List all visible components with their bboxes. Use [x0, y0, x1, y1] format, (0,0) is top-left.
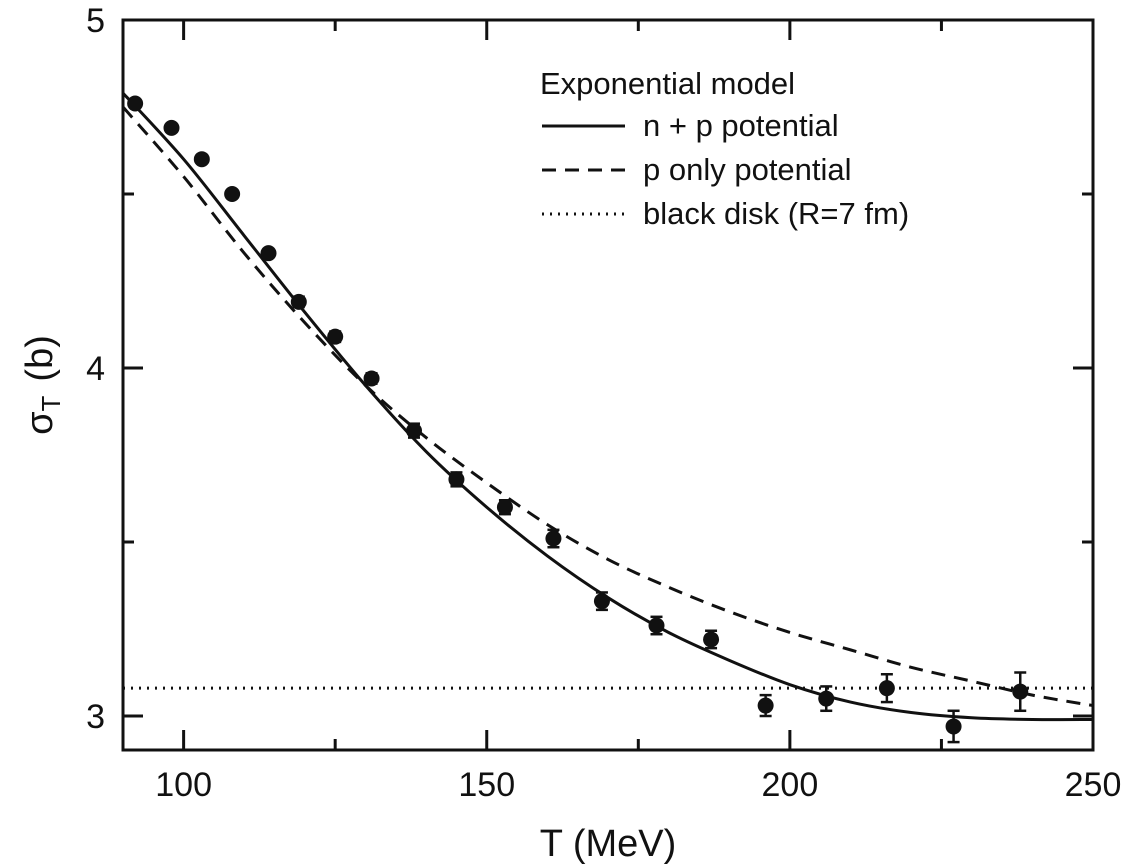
tick-labels: 100 150 200 250 3 4 5: [86, 2, 1121, 804]
y-tick-label: 3: [86, 698, 105, 736]
data-point: [291, 294, 307, 310]
data-point: [545, 531, 561, 547]
data-point: [224, 186, 240, 202]
legend-entry-black-disk: black disk (R=7 fm): [643, 196, 909, 231]
x-tick-label: 150: [458, 766, 515, 804]
p-only-potential-curve: [123, 107, 1093, 706]
y-axis-symbol: σ: [19, 411, 61, 434]
legend: Exponential model n + p potential p only…: [540, 66, 909, 231]
x-axis-title: T (MeV): [540, 823, 677, 865]
data-point: [1012, 684, 1028, 700]
measured-points: [127, 96, 1028, 743]
legend-entry-p: p only potential: [643, 152, 852, 187]
y-axis-unit: (b): [19, 335, 61, 381]
data-point: [364, 370, 380, 386]
y-tick-label: 4: [86, 350, 105, 388]
data-point: [649, 618, 665, 634]
model-curves: [123, 93, 1093, 720]
data-point: [703, 631, 719, 647]
x-tick-label: 100: [155, 766, 212, 804]
y-tick-label: 5: [86, 2, 105, 40]
plot-frame: [123, 20, 1093, 750]
data-point: [448, 471, 464, 487]
data-point: [127, 96, 143, 112]
data-point: [261, 245, 277, 261]
data-point: [758, 698, 774, 714]
data-point: [594, 593, 610, 609]
x-tick-label: 250: [1065, 766, 1122, 804]
data-point: [497, 499, 513, 515]
data-point: [879, 680, 895, 696]
axis-ticks: [123, 20, 1093, 750]
data-point: [194, 151, 210, 167]
data-point: [164, 120, 180, 136]
y-axis-title: σT (b): [19, 335, 66, 435]
data-point: [946, 718, 962, 734]
legend-entry-np: n + p potential: [643, 108, 839, 143]
data-point: [818, 691, 834, 707]
x-tick-label: 200: [762, 766, 819, 804]
np-potential-curve: [123, 93, 1093, 720]
data-point: [406, 423, 422, 439]
data-point: [327, 329, 343, 345]
y-axis-subscript: T: [36, 395, 66, 411]
legend-title: Exponential model: [540, 66, 795, 101]
